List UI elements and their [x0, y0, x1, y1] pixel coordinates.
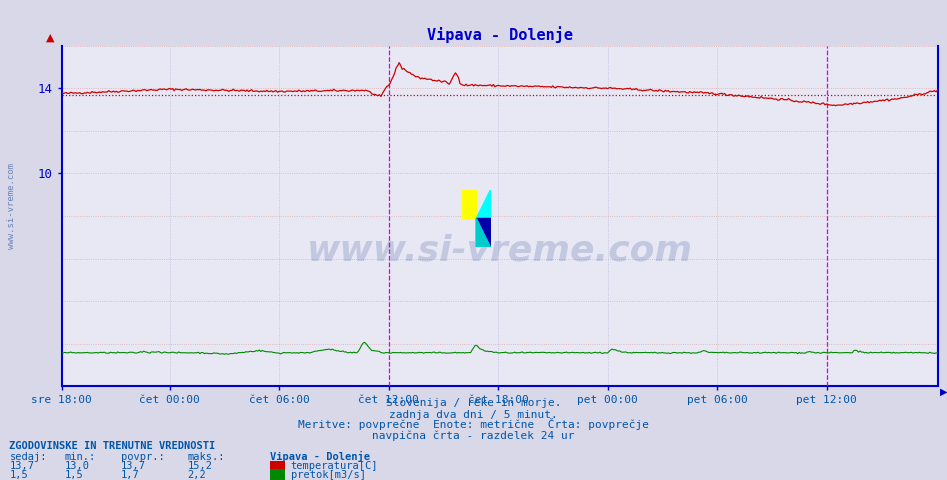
Text: 13,0: 13,0 [64, 461, 89, 471]
Text: www.si-vreme.com: www.si-vreme.com [7, 163, 16, 250]
Text: zadnja dva dni / 5 minut.: zadnja dva dni / 5 minut. [389, 409, 558, 420]
Text: navpična črta - razdelek 24 ur: navpična črta - razdelek 24 ur [372, 430, 575, 441]
Text: 13,7: 13,7 [9, 461, 34, 471]
Text: Slovenija / reke in morje.: Slovenija / reke in morje. [385, 397, 562, 408]
Text: 1,5: 1,5 [9, 469, 28, 480]
Text: min.:: min.: [64, 452, 96, 462]
Text: pretok[m3/s]: pretok[m3/s] [291, 469, 366, 480]
Bar [476, 218, 491, 247]
Text: 2,2: 2,2 [188, 469, 206, 480]
Text: ZGODOVINSKE IN TRENUTNE VREDNOSTI: ZGODOVINSKE IN TRENUTNE VREDNOSTI [9, 441, 216, 451]
Text: 15,2: 15,2 [188, 461, 212, 471]
Text: ▲: ▲ [46, 33, 55, 43]
Text: Meritve: povprečne  Enote: metrične  Črta: povprečje: Meritve: povprečne Enote: metrične Črta:… [298, 418, 649, 430]
Text: sedaj:: sedaj: [9, 452, 47, 462]
Text: Vipava - Dolenje: Vipava - Dolenje [270, 451, 370, 462]
Text: maks.:: maks.: [188, 452, 225, 462]
Text: 1,7: 1,7 [121, 469, 140, 480]
Text: ▶: ▶ [940, 387, 947, 397]
Text: 1,5: 1,5 [64, 469, 83, 480]
Polygon shape [476, 218, 491, 247]
Bar [462, 190, 476, 218]
Polygon shape [476, 190, 491, 247]
Text: temperatura[C]: temperatura[C] [291, 461, 378, 471]
Text: povpr.:: povpr.: [121, 452, 165, 462]
Text: 13,7: 13,7 [121, 461, 146, 471]
Title: Vipava - Dolenje: Vipava - Dolenje [426, 26, 573, 43]
Text: www.si-vreme.com: www.si-vreme.com [307, 233, 692, 267]
